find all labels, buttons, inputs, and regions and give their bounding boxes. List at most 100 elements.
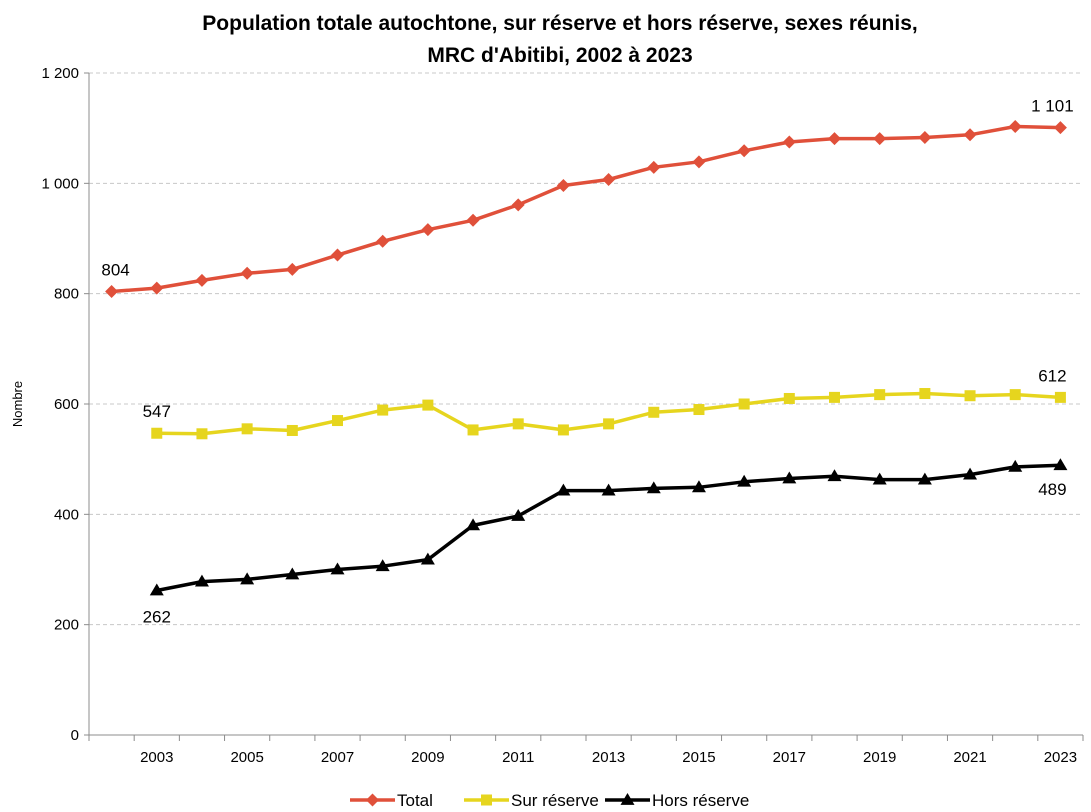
series-point-2 bbox=[511, 508, 526, 521]
series-point-0 bbox=[918, 131, 932, 145]
axes bbox=[84, 72, 1084, 741]
series-1 bbox=[151, 388, 1066, 440]
series-point-2 bbox=[240, 572, 255, 585]
series-point-1 bbox=[1054, 391, 1066, 403]
y-tick-label: 800 bbox=[54, 286, 79, 303]
legend-item-0: Total bbox=[350, 791, 433, 810]
series-point-2 bbox=[420, 552, 435, 565]
series-point-1 bbox=[693, 404, 705, 416]
series-point-2 bbox=[601, 483, 616, 496]
y-tick-label: 200 bbox=[54, 617, 79, 634]
legend-label-0: Total bbox=[397, 791, 433, 810]
series-point-0 bbox=[828, 132, 841, 146]
series-point-2 bbox=[646, 481, 661, 494]
series-point-0 bbox=[963, 128, 977, 142]
series-point-0 bbox=[1053, 121, 1067, 135]
x-tick-label: 2021 bbox=[953, 749, 986, 766]
series-point-1 bbox=[332, 415, 343, 427]
series-point-2 bbox=[556, 483, 571, 496]
y-axis-label: Nombre bbox=[10, 381, 25, 427]
x-tick-label: 2003 bbox=[140, 749, 173, 766]
chart-title-line2: MRC d'Abitibi, 2002 à 2023 bbox=[427, 44, 692, 67]
series-point-2 bbox=[375, 559, 390, 572]
series-point-2 bbox=[782, 471, 797, 484]
legend-label-2: Hors réserve bbox=[652, 791, 749, 810]
data-labels: 804 1 101 547 612 262 489 bbox=[101, 97, 1073, 627]
y-tick-labels: 0 200 400 600 800 1 000 1 200 bbox=[41, 65, 79, 744]
series-point-2 bbox=[149, 583, 164, 596]
series-point-2 bbox=[194, 574, 209, 587]
x-tick-label: 2005 bbox=[230, 749, 263, 766]
series-point-1 bbox=[829, 391, 840, 403]
series-point-0 bbox=[1008, 120, 1022, 134]
x-tick-label: 2015 bbox=[682, 749, 715, 766]
y-tick-label: 600 bbox=[54, 396, 79, 413]
series-point-2 bbox=[466, 518, 481, 531]
series-point-2 bbox=[737, 474, 752, 487]
series-point-1 bbox=[783, 392, 795, 404]
series-point-0 bbox=[331, 248, 344, 262]
series-point-2 bbox=[872, 472, 887, 485]
legend-label-1: Sur réserve bbox=[511, 791, 599, 810]
series-point-1 bbox=[512, 418, 524, 430]
y-tick-label: 0 bbox=[71, 727, 79, 744]
series-point-2 bbox=[330, 562, 345, 575]
legend: Total Sur réserve Hors réserve bbox=[350, 791, 749, 810]
series-point-0 bbox=[737, 144, 751, 158]
legend-item-1: Sur réserve bbox=[464, 791, 599, 810]
series-point-2 bbox=[1053, 458, 1068, 471]
series-line-0 bbox=[111, 124, 1061, 294]
series-point-2 bbox=[963, 467, 978, 480]
legend-item-2: Hors réserve bbox=[605, 791, 749, 810]
series-point-1 bbox=[377, 404, 389, 416]
series-point-0 bbox=[240, 266, 254, 280]
series-point-1 bbox=[196, 428, 208, 440]
series-point-1 bbox=[603, 418, 615, 430]
x-tick-label: 2013 bbox=[592, 749, 625, 766]
y-tick-label: 1 200 bbox=[41, 65, 79, 82]
series-point-0 bbox=[150, 281, 164, 295]
gridlines bbox=[89, 72, 1083, 626]
series-point-0 bbox=[692, 155, 706, 169]
legend-swatch-marker-2 bbox=[620, 793, 635, 805]
series-2 bbox=[149, 458, 1068, 596]
series-point-1 bbox=[286, 424, 298, 436]
chart-title-line1: Population totale autochtone, sur réserv… bbox=[202, 12, 917, 35]
series-group bbox=[105, 120, 1068, 596]
x-tick-labels: 2003 2005 2007 2009 2011 2013 2015 2017 2019 2021… bbox=[140, 749, 1077, 766]
series-point-1 bbox=[241, 423, 253, 435]
legend-swatch-marker-0 bbox=[366, 793, 379, 807]
x-tick-label: 2017 bbox=[773, 749, 806, 766]
series-point-1 bbox=[919, 388, 931, 400]
series-0 bbox=[105, 120, 1067, 298]
series-point-2 bbox=[285, 567, 300, 580]
series-point-0 bbox=[782, 135, 796, 149]
series-point-1 bbox=[557, 424, 569, 436]
data-label: 262 bbox=[143, 607, 171, 626]
series-point-0 bbox=[511, 198, 525, 212]
series-point-0 bbox=[105, 284, 119, 298]
series-point-2 bbox=[691, 480, 706, 493]
series-point-0 bbox=[602, 172, 616, 186]
series-point-0 bbox=[376, 234, 390, 248]
series-point-0 bbox=[285, 262, 299, 276]
data-label: 547 bbox=[143, 402, 171, 421]
series-point-0 bbox=[647, 160, 661, 174]
series-point-1 bbox=[422, 399, 434, 411]
y-tick-label: 1 000 bbox=[41, 175, 79, 192]
series-point-1 bbox=[151, 427, 163, 439]
x-tick-label: 2009 bbox=[411, 749, 444, 766]
series-point-1 bbox=[964, 390, 976, 402]
data-label: 612 bbox=[1038, 366, 1066, 385]
series-point-1 bbox=[738, 398, 750, 410]
data-label: 1 101 bbox=[1031, 97, 1074, 116]
x-tick-label: 2023 bbox=[1044, 749, 1077, 766]
series-point-0 bbox=[556, 179, 570, 193]
x-tick-label: 2019 bbox=[863, 749, 896, 766]
series-point-1 bbox=[1009, 389, 1021, 401]
x-tick-label: 2007 bbox=[321, 749, 354, 766]
data-label: 489 bbox=[1038, 480, 1066, 499]
legend-swatch-marker-1 bbox=[481, 794, 492, 806]
series-point-0 bbox=[421, 223, 435, 237]
